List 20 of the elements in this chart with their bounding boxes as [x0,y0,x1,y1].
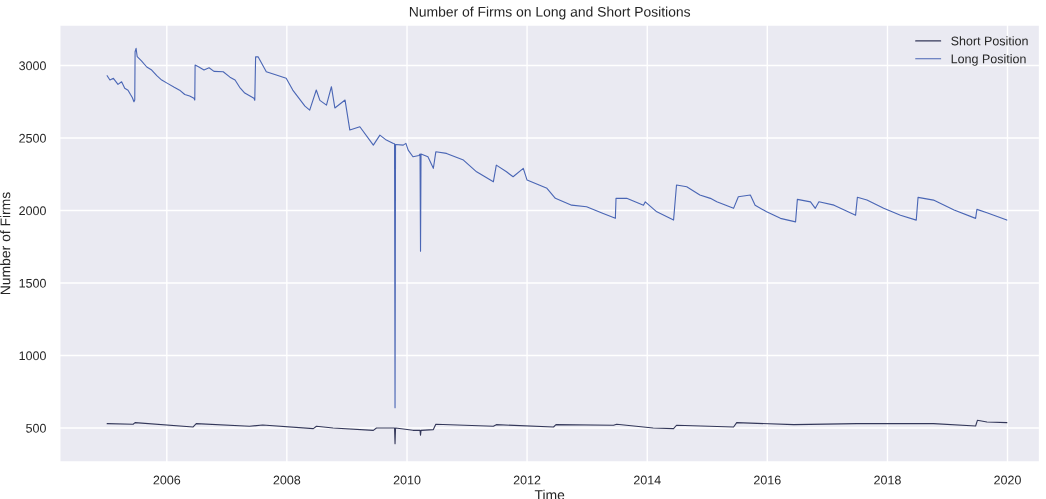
chart-title: Number of Firms on Long and Short Positions [409,6,691,20]
x-tick-label: 2016 [754,475,781,485]
x-tick-label: 2020 [994,475,1021,485]
x-tick-label: 2006 [153,475,181,485]
y-tick-label: 500 [26,423,46,433]
x-tick-label: 2010 [393,475,421,485]
y-tick-label: 1500 [19,278,46,288]
y-tick-label: 2500 [19,133,46,143]
legend-label: Long Position [951,54,1026,66]
y-axis-title: Number of Firms [0,192,11,295]
x-axis-title: Time [534,489,565,499]
legend-label: Short Position [951,36,1028,46]
x-tick-label: 2014 [633,475,661,485]
y-tick-label: 2000 [19,206,46,216]
x-tick-label: 2012 [513,475,541,485]
y-tick-label: 3000 [19,61,46,71]
y-tick-label: 1000 [19,351,46,361]
x-tick-label: 2018 [874,475,901,485]
x-tick-label: 2008 [273,475,301,485]
line-series [106,419,1008,445]
